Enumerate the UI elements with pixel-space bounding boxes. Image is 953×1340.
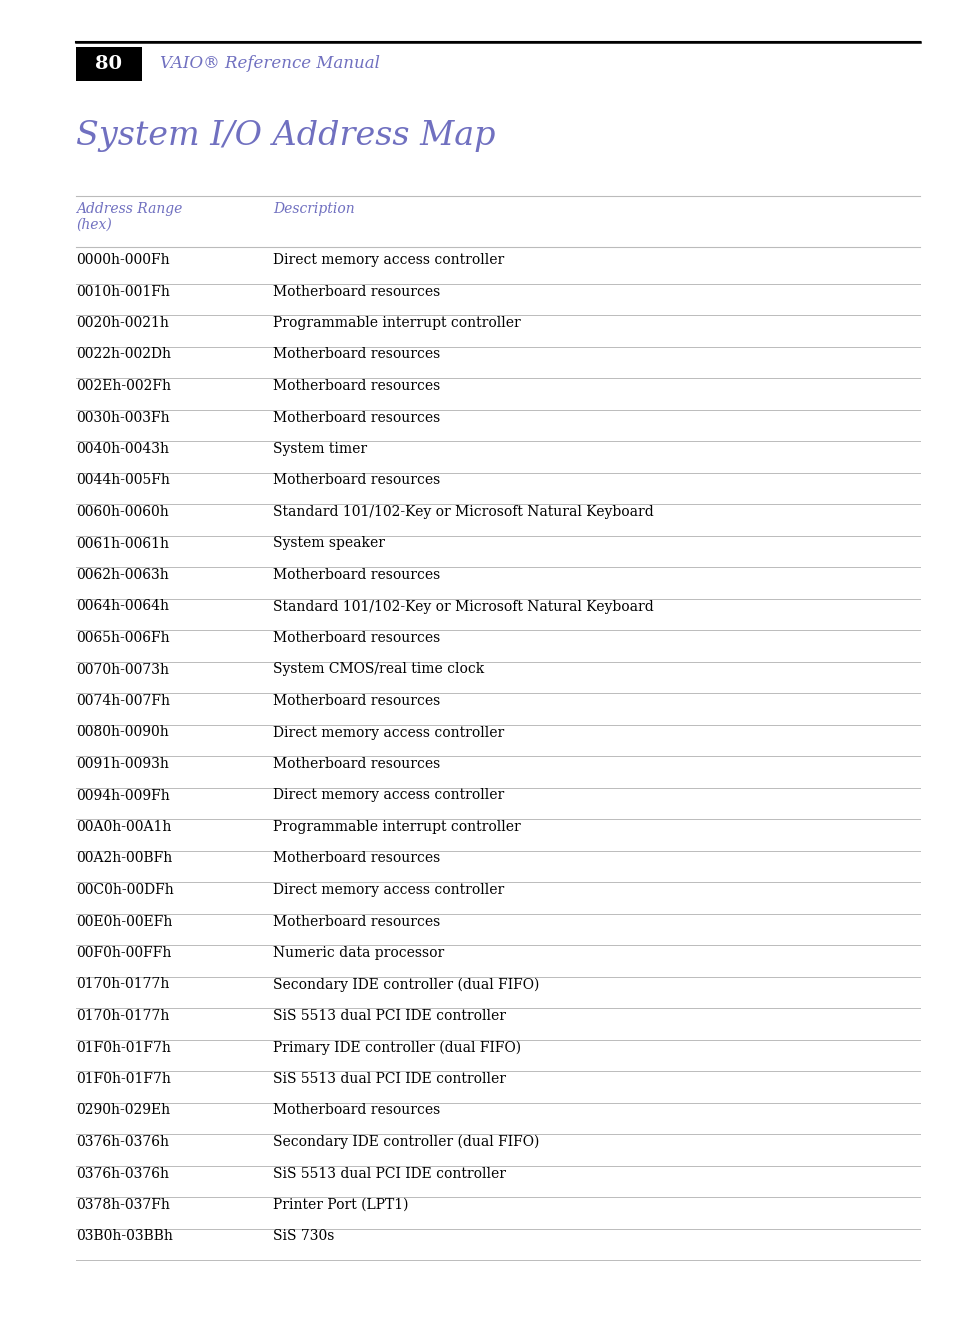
Text: Printer Port (LPT1): Printer Port (LPT1) — [273, 1198, 408, 1211]
Text: Primary IDE controller (dual FIFO): Primary IDE controller (dual FIFO) — [273, 1040, 520, 1055]
Text: 0020h-0021h: 0020h-0021h — [76, 316, 169, 330]
Text: Secondary IDE controller (dual FIFO): Secondary IDE controller (dual FIFO) — [273, 977, 538, 992]
Text: 0091h-0093h: 0091h-0093h — [76, 757, 169, 770]
Text: Standard 101/102-Key or Microsoft Natural Keyboard: Standard 101/102-Key or Microsoft Natura… — [273, 599, 653, 614]
Text: System I/O Address Map: System I/O Address Map — [76, 121, 495, 151]
Text: SiS 730s: SiS 730s — [273, 1230, 334, 1244]
Text: SiS 5513 dual PCI IDE controller: SiS 5513 dual PCI IDE controller — [273, 1009, 505, 1022]
Text: Standard 101/102-Key or Microsoft Natural Keyboard: Standard 101/102-Key or Microsoft Natura… — [273, 505, 653, 519]
Text: 0074h-007Fh: 0074h-007Fh — [76, 694, 170, 708]
Text: 002Eh-002Fh: 002Eh-002Fh — [76, 379, 171, 393]
Text: Motherboard resources: Motherboard resources — [273, 347, 439, 362]
Text: 01F0h-01F7h: 01F0h-01F7h — [76, 1072, 171, 1085]
Text: Motherboard resources: Motherboard resources — [273, 379, 439, 393]
Text: Motherboard resources: Motherboard resources — [273, 284, 439, 299]
Bar — [76, 47, 142, 80]
Text: 0064h-0064h: 0064h-0064h — [76, 599, 169, 614]
Text: Motherboard resources: Motherboard resources — [273, 914, 439, 929]
Text: 0378h-037Fh: 0378h-037Fh — [76, 1198, 170, 1211]
Text: Programmable interrupt controller: Programmable interrupt controller — [273, 316, 520, 330]
Text: 0044h-005Fh: 0044h-005Fh — [76, 473, 170, 488]
Text: 0061h-0061h: 0061h-0061h — [76, 536, 169, 551]
Text: 0376h-0376h: 0376h-0376h — [76, 1135, 169, 1148]
Text: System CMOS/real time clock: System CMOS/real time clock — [273, 662, 484, 677]
Text: 0376h-0376h: 0376h-0376h — [76, 1167, 169, 1181]
Text: Programmable interrupt controller: Programmable interrupt controller — [273, 820, 520, 833]
Text: Motherboard resources: Motherboard resources — [273, 473, 439, 488]
Text: 80: 80 — [95, 55, 122, 72]
Text: 0290h-029Eh: 0290h-029Eh — [76, 1104, 170, 1118]
Text: Description: Description — [273, 202, 355, 216]
Text: 00A0h-00A1h: 00A0h-00A1h — [76, 820, 172, 833]
Text: 0065h-006Fh: 0065h-006Fh — [76, 631, 170, 645]
Text: Motherboard resources: Motherboard resources — [273, 568, 439, 582]
Text: (hex): (hex) — [76, 218, 112, 232]
Text: Motherboard resources: Motherboard resources — [273, 851, 439, 866]
Text: Secondary IDE controller (dual FIFO): Secondary IDE controller (dual FIFO) — [273, 1135, 538, 1150]
Text: VAIO® Reference Manual: VAIO® Reference Manual — [160, 55, 379, 72]
Text: 03B0h-03BBh: 03B0h-03BBh — [76, 1230, 172, 1244]
Text: Motherboard resources: Motherboard resources — [273, 631, 439, 645]
Text: 0170h-0177h: 0170h-0177h — [76, 977, 170, 992]
Text: 0062h-0063h: 0062h-0063h — [76, 568, 169, 582]
Text: 0094h-009Fh: 0094h-009Fh — [76, 788, 170, 803]
Text: 0010h-001Fh: 0010h-001Fh — [76, 284, 170, 299]
Text: 0060h-0060h: 0060h-0060h — [76, 505, 169, 519]
Text: 0080h-0090h: 0080h-0090h — [76, 725, 169, 740]
Text: 00C0h-00DFh: 00C0h-00DFh — [76, 883, 173, 896]
Text: System speaker: System speaker — [273, 536, 385, 551]
Text: Motherboard resources: Motherboard resources — [273, 410, 439, 425]
Text: Direct memory access controller: Direct memory access controller — [273, 788, 504, 803]
Text: Motherboard resources: Motherboard resources — [273, 757, 439, 770]
Text: 0022h-002Dh: 0022h-002Dh — [76, 347, 171, 362]
Text: 0000h-000Fh: 0000h-000Fh — [76, 253, 170, 267]
Text: Motherboard resources: Motherboard resources — [273, 694, 439, 708]
Text: Motherboard resources: Motherboard resources — [273, 1104, 439, 1118]
Text: Direct memory access controller: Direct memory access controller — [273, 725, 504, 740]
Text: Numeric data processor: Numeric data processor — [273, 946, 444, 959]
Text: Address Range: Address Range — [76, 202, 182, 216]
Text: 00E0h-00EFh: 00E0h-00EFh — [76, 914, 172, 929]
Text: 00A2h-00BFh: 00A2h-00BFh — [76, 851, 172, 866]
Text: SiS 5513 dual PCI IDE controller: SiS 5513 dual PCI IDE controller — [273, 1167, 505, 1181]
Text: 0040h-0043h: 0040h-0043h — [76, 442, 169, 456]
Text: 0070h-0073h: 0070h-0073h — [76, 662, 169, 677]
Text: Direct memory access controller: Direct memory access controller — [273, 883, 504, 896]
Text: 00F0h-00FFh: 00F0h-00FFh — [76, 946, 172, 959]
Text: SiS 5513 dual PCI IDE controller: SiS 5513 dual PCI IDE controller — [273, 1072, 505, 1085]
Text: 0170h-0177h: 0170h-0177h — [76, 1009, 170, 1022]
Text: 0030h-003Fh: 0030h-003Fh — [76, 410, 170, 425]
Text: Direct memory access controller: Direct memory access controller — [273, 253, 504, 267]
Text: System timer: System timer — [273, 442, 367, 456]
Text: 01F0h-01F7h: 01F0h-01F7h — [76, 1040, 171, 1055]
